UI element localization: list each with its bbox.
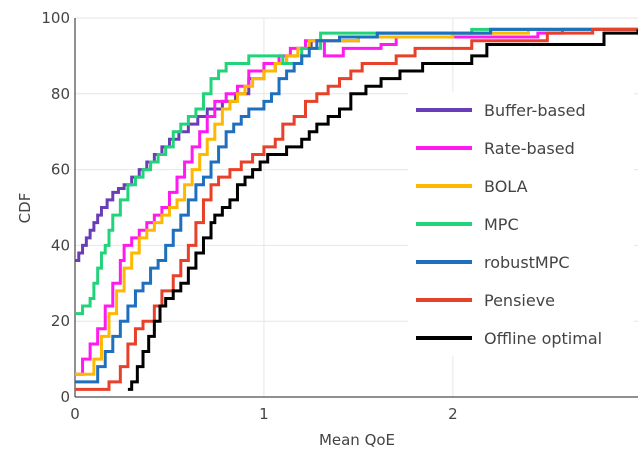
legend-label-offline-optimal: Offline optimal: [484, 329, 602, 348]
x-axis-title: Mean QoE: [319, 431, 395, 449]
y-tick-labels: 0 20 40 60 80 100: [41, 9, 70, 406]
y-axis-title: CDF: [16, 193, 34, 224]
x-tick-label: 0: [70, 405, 80, 423]
series-line-bola: [75, 27, 638, 376]
legend-label-bola: BOLA: [484, 177, 528, 196]
y-tick-label: 80: [51, 85, 70, 103]
series-line-pensieve: [75, 27, 638, 391]
series-line-mpc: [75, 27, 638, 316]
y-tick-label: 40: [51, 236, 70, 254]
legend-label-rate-based: Rate-based: [484, 139, 575, 158]
legend-label-robustmpc: robustMPC: [484, 253, 570, 272]
legend: Buffer-based Rate-based BOLA MPC robustMPC Pe…: [408, 92, 634, 356]
y-tick-label: 100: [41, 9, 70, 27]
y-tick-label: 60: [51, 161, 70, 179]
series-line-rate-based: [75, 27, 638, 376]
y-tick-label: 0: [60, 388, 70, 406]
series-line-robustmpc: [75, 27, 638, 384]
y-tick-label: 20: [51, 312, 70, 330]
legend-label-pensieve: Pensieve: [484, 291, 555, 310]
x-tick-labels: 0 1 2: [70, 405, 457, 423]
x-tick-label: 2: [448, 405, 458, 423]
series-lines: [75, 27, 638, 391]
legend-label-mpc: MPC: [484, 215, 519, 234]
series-line-offline-optimal: [127, 29, 638, 391]
legend-label-buffer-based: Buffer-based: [484, 101, 586, 120]
x-tick-label: 1: [259, 405, 269, 423]
